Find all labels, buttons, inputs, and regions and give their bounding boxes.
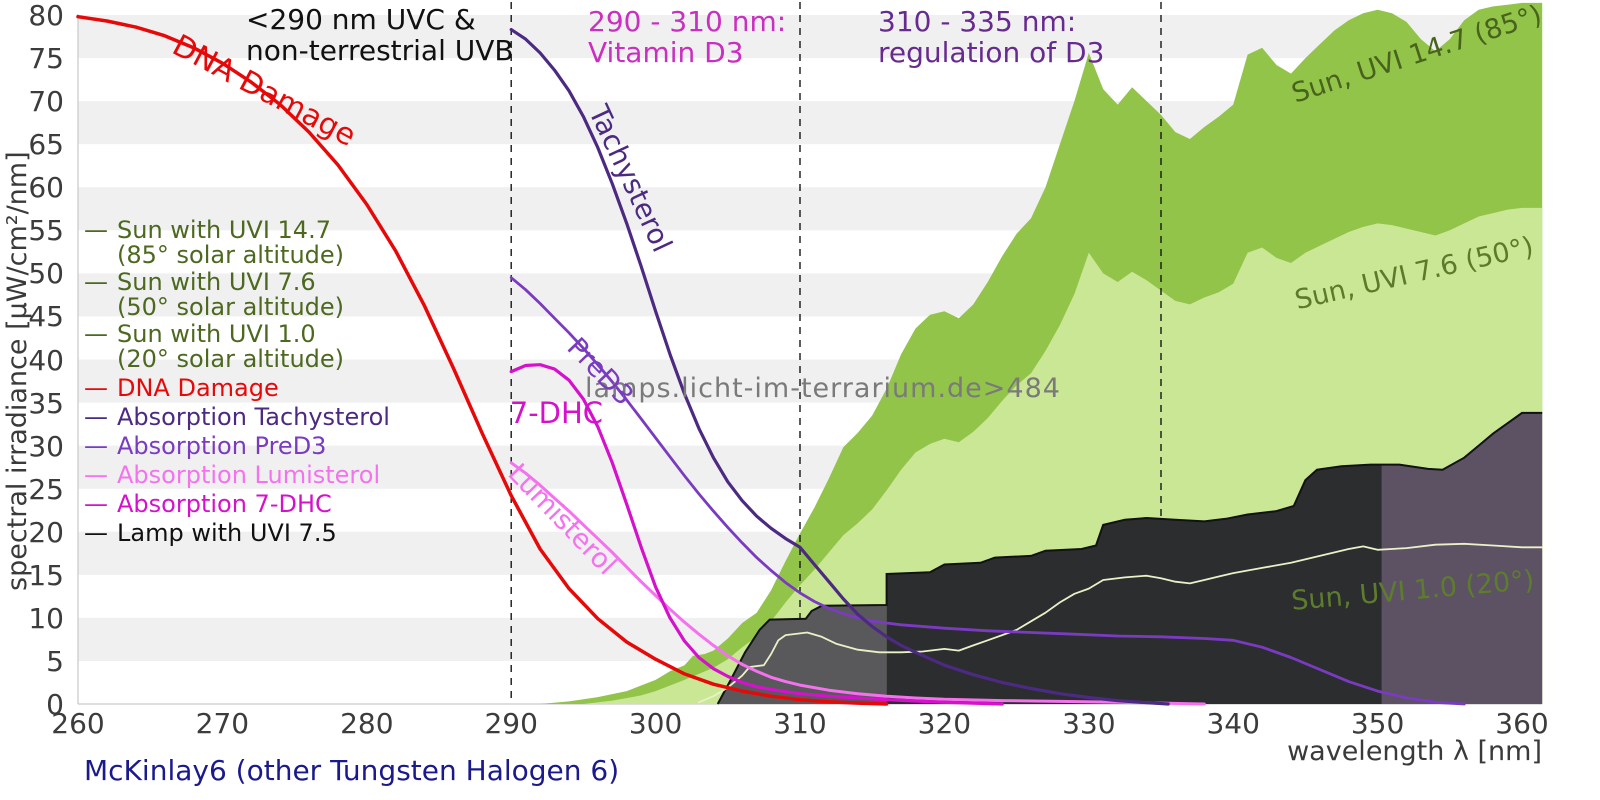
annotation-regulation-line1: 310 - 335 nm: (878, 5, 1077, 38)
x-tick-label: 310 (773, 707, 827, 740)
annotation-uvc-line2: non-terrestrial UVB (246, 34, 514, 67)
legend-swatch: — (84, 490, 108, 518)
legend-swatch: — (84, 403, 108, 431)
x-tick-label: 300 (628, 707, 683, 740)
legend-label: Absorption Tachysterol (117, 403, 390, 431)
y-tick-label: 40 (28, 343, 64, 377)
x-tick-label: 340 (1206, 707, 1260, 740)
curve-label: 7-DHC (509, 395, 604, 430)
x-tick-label: 360 (1495, 707, 1549, 740)
legend-item: — Sun with UVI 1.0 (84, 322, 390, 347)
legend-swatch: — (84, 320, 108, 348)
sun-uvi-1-0-line (698, 542, 1544, 704)
y-tick-label: 25 (28, 472, 64, 506)
y-tick-label: 5 (46, 644, 64, 678)
x-axis-title: wavelength λ [nm] (1287, 736, 1542, 767)
y-tick-label: 0 (46, 688, 64, 721)
legend-label: Sun with UVI 7.6 (117, 268, 316, 296)
lamp-dataset-link[interactable]: McKinlay6 (other Tungsten Halogen 6) (84, 754, 620, 787)
annotation-vitd3-line1: 290 - 310 nm: (588, 5, 787, 38)
legend-item: — Absorption Lumisterol (84, 461, 390, 490)
tachysterol-curve (509, 28, 1170, 706)
legend-label: Sun with UVI 1.0 (117, 320, 316, 348)
y-tick-label: 80 (28, 0, 64, 32)
legend-sublabel: (50° solar altitude) (117, 293, 345, 321)
x-tick-label: 350 (1350, 707, 1405, 740)
x-tick-label: 260 (51, 707, 105, 740)
legend: — Sun with UVI 14.7 (85° solar altitude) — S… (84, 218, 390, 548)
y-tick-label: 75 (28, 42, 64, 76)
legend-item: — Lamp with UVI 7.5 (84, 519, 390, 548)
annotation-uvc-region: <290 nm UVC & non-terrestrial UVB (246, 4, 514, 66)
annotation-regulation-line2: regulation of D3 (878, 36, 1105, 69)
dna-damage-curve (76, 14, 889, 706)
annotation-vitamin-d3-region: 290 - 310 nm: Vitamin D3 (588, 6, 786, 68)
legend-label: Absorption PreD3 (117, 432, 327, 460)
pred3-curve (509, 276, 1466, 706)
legend-label: Lamp with UVI 7.5 (117, 519, 337, 547)
annotation-uvc-line1: <290 nm UVC & (246, 3, 476, 36)
legend-label: Sun with UVI 14.7 (117, 216, 331, 244)
legend-sublabel: (20° solar altitude) (117, 345, 345, 373)
legend-sublabel: (85° solar altitude) (117, 241, 345, 269)
legend-swatch: — (84, 432, 108, 460)
x-tick-label: 320 (917, 707, 972, 740)
lumisterol-curve (509, 461, 1206, 706)
y-tick-label: 30 (28, 429, 64, 463)
x-tick-label: 290 (484, 707, 538, 740)
legend-item: — Sun with UVI 14.7 (84, 218, 390, 243)
legend-swatch: — (84, 374, 108, 402)
legend-swatch: — (84, 216, 108, 244)
lamp-uvi-7-5-area-segment (886, 464, 1382, 704)
y-tick-label: 60 (28, 171, 64, 205)
legend-label: DNA Damage (117, 374, 279, 402)
legend-swatch: — (84, 519, 108, 547)
y-tick-label: 70 (28, 85, 64, 119)
y-tick-label: 55 (28, 214, 64, 248)
lamp-uvi-7-5-area-outline (716, 411, 1543, 705)
y-tick-label: 10 (28, 601, 64, 635)
legend-item: — Sun with UVI 7.6 (84, 270, 390, 295)
legend-item: — DNA Damage (84, 374, 390, 403)
legend-label: Absorption Lumisterol (117, 461, 381, 489)
y-tick-label: 65 (28, 128, 64, 162)
legend-item: — Absorption PreD3 (84, 432, 390, 461)
7-dhc-curve (509, 363, 1004, 706)
y-tick-label: 20 (28, 515, 64, 549)
x-tick-label: 270 (195, 707, 250, 740)
background-stripe (78, 15, 1542, 59)
legend-swatch: — (84, 268, 108, 296)
legend-label: Absorption 7-DHC (117, 490, 332, 518)
y-tick-label: 15 (28, 558, 64, 592)
legend-item: — Absorption 7-DHC (84, 490, 390, 519)
watermark: lamps.licht-im-terrarium.de>484 (585, 373, 1061, 404)
y-tick-label: 35 (28, 386, 64, 420)
legend-swatch: — (84, 461, 108, 489)
lamp-uvi-7-5-area-segment (1381, 412, 1543, 704)
y-tick-label: 45 (28, 300, 64, 334)
y-tick-label: 50 (28, 257, 64, 291)
x-tick-label: 330 (1062, 707, 1116, 740)
x-tick-label: 280 (340, 707, 394, 740)
legend-item: — Absorption Tachysterol (84, 403, 390, 432)
annotation-regulation-region: 310 - 335 nm: regulation of D3 (878, 6, 1104, 68)
annotation-vitd3-line2: Vitamin D3 (588, 36, 744, 69)
